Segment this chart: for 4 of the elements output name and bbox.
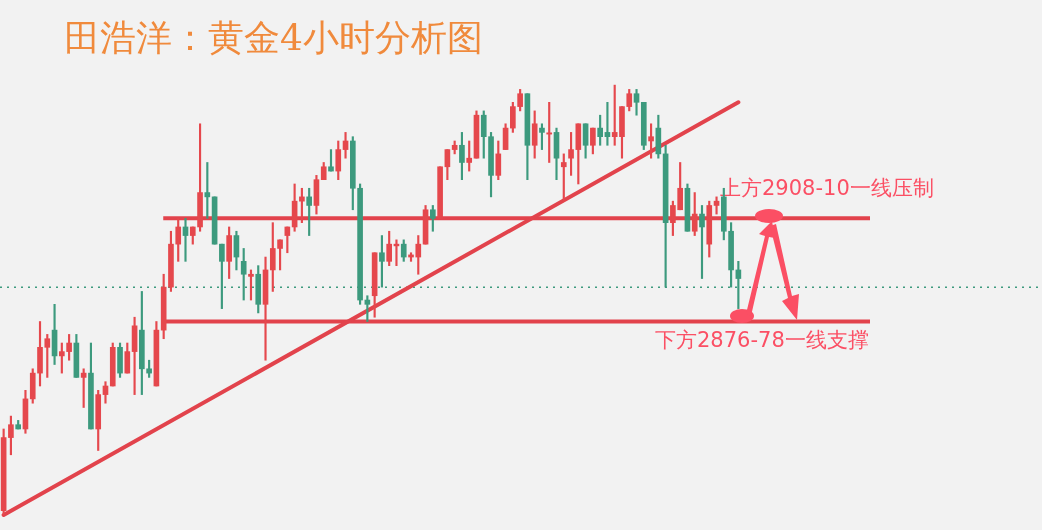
- ref-line-label: 下方2876-78一线支撑: [655, 327, 869, 352]
- ref-line-label: 上方2908-10一线压制: [720, 175, 934, 200]
- chart-title: 田浩洋：黄金4小时分析图: [64, 16, 483, 60]
- candlestick: [211, 196, 218, 245]
